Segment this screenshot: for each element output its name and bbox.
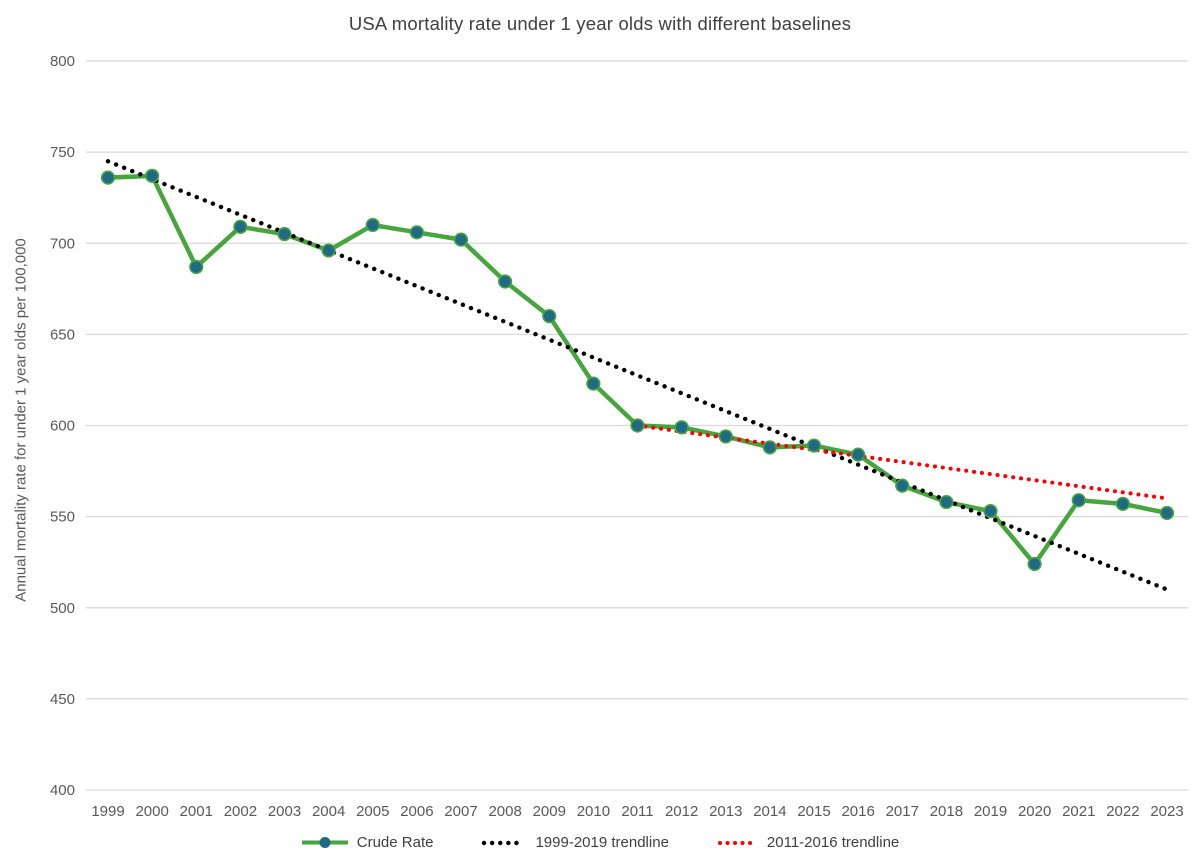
y-tick-label: 800	[50, 53, 75, 70]
legend-item-trendline-1999-2019: 1999-2019 trendline	[481, 834, 669, 851]
y-tick-label: 400	[50, 782, 75, 799]
legend: Crude Rate 1999-2019 trendline 2011-2016…	[0, 834, 1200, 851]
crude-rate-line	[105, 173, 1170, 567]
y-tick-label: 650	[50, 326, 75, 343]
y-tick-label: 450	[50, 691, 75, 708]
data-point-2002	[233, 219, 248, 234]
data-point-2000	[145, 168, 160, 183]
x-tick-label: 2009	[533, 803, 566, 820]
data-point-2010	[586, 376, 601, 391]
x-tick-label: 2001	[180, 803, 213, 820]
data-point-2007	[453, 232, 469, 247]
y-tick-label: 700	[50, 235, 75, 252]
x-tick-label: 2013	[709, 803, 742, 820]
data-point-1999	[100, 170, 116, 185]
x-tick-label: 2011	[621, 803, 653, 820]
legend-item-trendline-2011-2016: 2011-2016 trendline	[717, 834, 899, 851]
y-tick-label: 550	[50, 509, 75, 526]
x-tick-label: 2020	[1018, 803, 1051, 820]
data-point-2009	[542, 309, 557, 324]
data-point-2021	[1071, 493, 1086, 508]
legend-label-crude-rate: Crude Rate	[356, 834, 434, 851]
data-point-2008	[498, 274, 513, 289]
x-tick-label: 2005	[356, 803, 389, 820]
data-point-2015	[806, 438, 822, 453]
y-tick-label: 500	[50, 600, 75, 617]
crude-rate-line-swatch	[301, 837, 348, 848]
data-point-2006	[409, 225, 424, 240]
x-tick-label: 2010	[577, 803, 610, 820]
y-tick-label: 600	[50, 418, 75, 435]
data-point-2023	[1159, 505, 1175, 521]
data-point-2011	[630, 418, 645, 433]
legend-item-crude-rate: Crude Rate	[301, 834, 434, 851]
data-point-2016	[851, 447, 866, 462]
data-point-2019	[983, 504, 998, 519]
x-tick-label: 2015	[797, 803, 830, 820]
data-point-2017	[895, 478, 910, 493]
data-point-2014	[762, 440, 777, 455]
trendline-2011-2016-swatch	[717, 840, 758, 845]
x-tick-label: 1999	[91, 803, 124, 820]
x-tick-label: 2022	[1106, 803, 1139, 820]
x-tick-label: 2003	[268, 803, 301, 820]
x-tick-label: 2012	[665, 803, 698, 820]
x-tick-label: 2000	[135, 803, 168, 820]
data-point-2005	[365, 217, 380, 233]
legend-label-trendline-2011-2016: 2011-2016 trendline	[766, 834, 900, 851]
crude-rate-swatch-marker	[319, 837, 331, 848]
y-tick-label: 750	[50, 144, 75, 161]
x-tick-label: 2014	[753, 803, 786, 820]
x-tick-label: 2019	[974, 803, 1007, 820]
x-tick-label: 2018	[930, 803, 963, 820]
data-point-2022	[1115, 496, 1130, 511]
x-tick-label: 2002	[224, 803, 257, 820]
x-tick-label: 2008	[488, 803, 521, 820]
data-point-2020	[1027, 556, 1042, 572]
data-point-2018	[939, 494, 954, 510]
trendline-1999-2019-swatch	[482, 840, 527, 845]
data-point-2003	[277, 227, 292, 242]
x-tick-label: 2023	[1150, 803, 1183, 820]
data-point-2001	[189, 259, 204, 275]
data-point-2004	[321, 243, 336, 258]
x-tick-label: 2007	[444, 803, 477, 820]
trendline-1999-2019	[105, 159, 1170, 592]
x-tick-label: 2004	[312, 803, 345, 820]
x-tick-label: 2016	[841, 803, 874, 820]
x-tick-label: 2017	[886, 803, 919, 820]
x-tick-label: 2006	[400, 803, 433, 820]
trendline-2011-2016	[635, 423, 1169, 501]
x-tick-label: 2021	[1062, 803, 1095, 820]
data-point-2013	[718, 429, 733, 444]
legend-label-trendline-1999-2019: 1999-2019 trendline	[535, 834, 669, 851]
data-point-2012	[674, 420, 689, 435]
chart-title: USA mortality rate under 1 year olds wit…	[348, 13, 852, 34]
